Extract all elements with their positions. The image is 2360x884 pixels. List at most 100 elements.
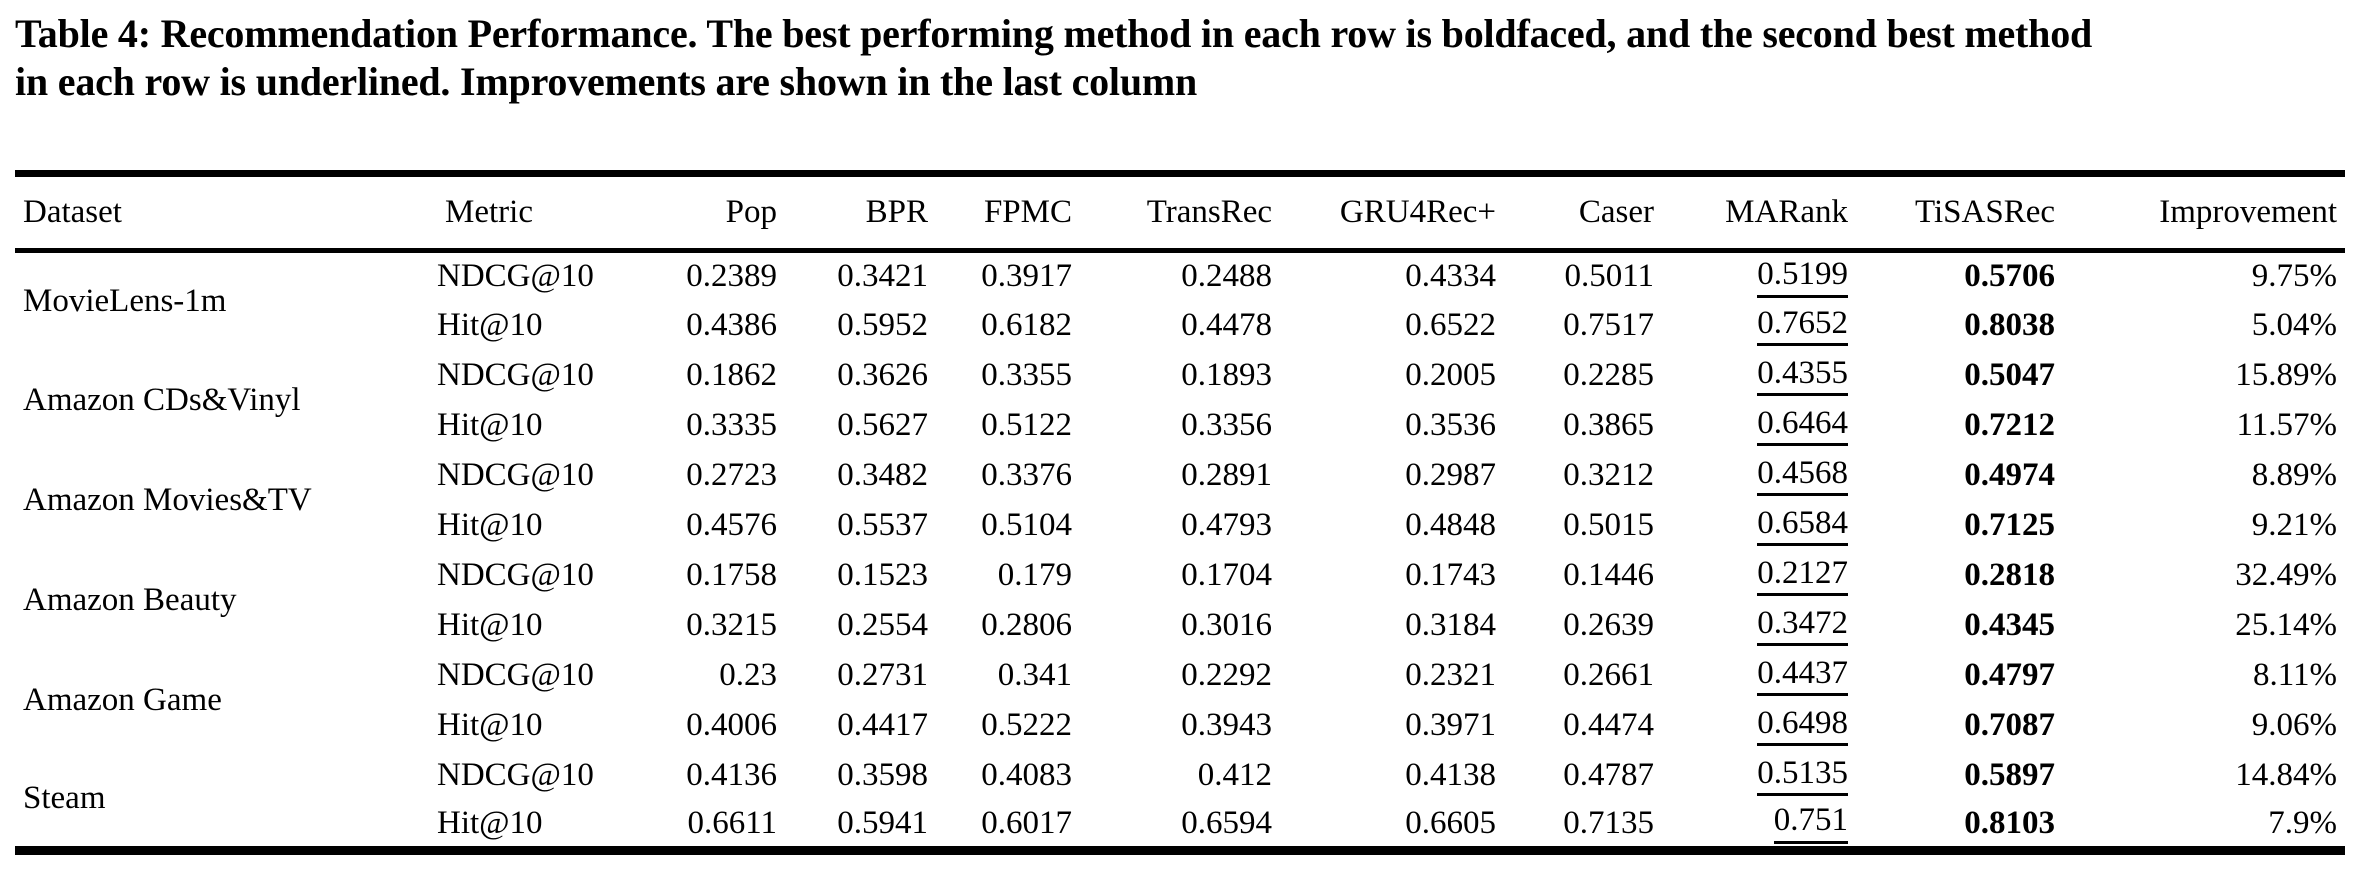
dataset-cell: Amazon Movies&TV (23, 482, 312, 518)
cell-marank-second-best: 0.4568 (1662, 451, 1856, 501)
cell-gru4rec-plus: 0.3184 (1405, 607, 1496, 643)
cell-pop: 0.1862 (686, 357, 777, 393)
cell-tisasrec-best: 0.5897 (1964, 757, 2055, 793)
dataset-cell: Amazon Game (23, 682, 222, 718)
table-row: Hit@10 0.3215 0.2554 0.2806 0.3016 0.318… (15, 601, 2345, 651)
cell-gru4rec-plus: 0.2987 (1405, 457, 1496, 493)
cell-gru4rec-plus: 0.3536 (1405, 407, 1496, 443)
cell-fpmc: 0.5122 (981, 407, 1072, 443)
cell-fpmc: 0.5104 (981, 507, 1072, 543)
underlined-value: 0.4437 (1757, 655, 1848, 697)
cell-improvement: 15.89% (2235, 357, 2337, 393)
table-row: Amazon Movies&TV NDCG@10 0.2723 0.3482 0… (15, 451, 2345, 518)
cell-fpmc: 0.3917 (981, 258, 1072, 295)
metric-cell: Hit@10 (437, 607, 543, 643)
table-caption: Table 4: Recommendation Performance. The… (15, 10, 2345, 106)
col-header-caser: Caser (1578, 194, 1654, 230)
cell-marank-second-best: 0.7652 (1662, 301, 1856, 351)
cell-gru4rec-plus: 0.3971 (1405, 707, 1496, 743)
col-header-metric: Metric (445, 194, 533, 230)
cell-tisasrec-best: 0.8103 (1964, 804, 2055, 841)
underlined-value: 0.4568 (1757, 455, 1848, 497)
metric-cell: NDCG@10 (437, 757, 594, 793)
cell-improvement: 9.06% (2251, 707, 2337, 743)
underlined-value: 0.3472 (1757, 605, 1848, 647)
cell-bpr: 0.3482 (837, 457, 928, 493)
underlined-value: 0.4355 (1757, 355, 1848, 397)
underlined-value: 0.6498 (1757, 705, 1848, 747)
cell-marank-second-best: 0.6464 (1662, 401, 1856, 451)
cell-pop: 0.23 (719, 657, 777, 693)
cell-caser: 0.3212 (1563, 457, 1654, 493)
cell-pop: 0.4006 (686, 707, 777, 743)
cell-transrec: 0.4793 (1181, 507, 1272, 543)
cell-pop: 0.3215 (686, 607, 777, 643)
cell-tisasrec-best: 0.4797 (1964, 657, 2055, 693)
cell-caser: 0.2661 (1563, 657, 1654, 693)
cell-transrec: 0.3943 (1181, 707, 1272, 743)
cell-improvement: 8.11% (2252, 657, 2337, 693)
metric-cell: NDCG@10 (437, 357, 594, 393)
table-caption-line-2: in each row is underlined. Improvements … (15, 59, 1198, 104)
cell-tisasrec-best: 0.4974 (1964, 457, 2055, 493)
col-header-marank: MARank (1725, 194, 1848, 230)
cell-pop: 0.1758 (686, 557, 777, 593)
col-header-bpr: BPR (865, 194, 928, 230)
cell-gru4rec-plus: 0.2321 (1405, 657, 1496, 693)
cell-caser: 0.2639 (1563, 607, 1654, 643)
cell-pop: 0.2723 (686, 457, 777, 493)
cell-gru4rec-plus: 0.6605 (1405, 804, 1496, 841)
underlined-value: 0.7652 (1757, 305, 1848, 347)
cell-transrec: 0.4478 (1181, 307, 1272, 343)
cell-gru4rec-plus: 0.1743 (1405, 557, 1496, 593)
cell-fpmc: 0.341 (997, 657, 1072, 693)
cell-fpmc: 0.179 (997, 557, 1072, 593)
dataset-cell: Amazon CDs&Vinyl (23, 382, 301, 418)
cell-pop: 0.4386 (686, 307, 777, 343)
underlined-value: 0.751 (1773, 803, 1848, 845)
cell-transrec: 0.6594 (1181, 804, 1272, 841)
cell-marank-second-best: 0.3472 (1662, 601, 1856, 651)
cell-tisasrec-best: 0.2818 (1964, 557, 2055, 593)
table-row: Amazon Beauty NDCG@10 0.1758 0.1523 0.17… (15, 551, 2345, 618)
col-header-improvement: Improvement (2159, 194, 2337, 230)
cell-transrec: 0.412 (1197, 757, 1272, 793)
underlined-value: 0.6584 (1757, 505, 1848, 547)
cell-improvement: 14.84% (2235, 757, 2337, 793)
cell-pop: 0.6611 (687, 804, 777, 841)
cell-marank-second-best: 0.4437 (1662, 651, 1856, 701)
cell-fpmc: 0.6017 (981, 804, 1072, 841)
cell-pop: 0.4576 (686, 507, 777, 543)
cell-marank-second-best: 0.751 (1662, 801, 1856, 851)
cell-improvement: 8.89% (2251, 457, 2337, 493)
cell-bpr: 0.1523 (837, 557, 928, 593)
table-row: Steam NDCG@10 0.4136 0.3598 0.4083 0.412… (15, 751, 2345, 815)
cell-caser: 0.2285 (1563, 357, 1654, 393)
cell-bpr: 0.3598 (837, 757, 928, 793)
cell-marank-second-best: 0.5135 (1662, 751, 1856, 801)
cell-tisasrec-best: 0.7087 (1964, 707, 2055, 743)
cell-transrec: 0.1704 (1181, 557, 1272, 593)
col-header-tisasrec: TiSASRec (1914, 194, 2055, 230)
cell-fpmc: 0.4083 (981, 757, 1072, 793)
cell-marank-second-best: 0.6584 (1662, 501, 1856, 551)
underlined-value: 0.6464 (1757, 405, 1848, 447)
cell-transrec: 0.2488 (1181, 258, 1272, 295)
cell-tisasrec-best: 0.4345 (1964, 607, 2055, 643)
cell-tisasrec-best: 0.5706 (1964, 258, 2055, 295)
cell-bpr: 0.4417 (837, 707, 928, 743)
cell-gru4rec-plus: 0.2005 (1405, 357, 1496, 393)
cell-marank-second-best: 0.4355 (1662, 351, 1856, 401)
cell-caser: 0.5011 (1564, 258, 1654, 295)
col-header-dataset: Dataset (23, 194, 122, 230)
cell-improvement: 9.21% (2251, 507, 2337, 543)
table-row: Hit@10 0.3335 0.5627 0.5122 0.3356 0.353… (15, 401, 2345, 451)
recommendation-performance-table: Dataset Metric Pop BPR FPMC TransRec GRU… (15, 170, 2345, 855)
cell-caser: 0.1446 (1563, 557, 1654, 593)
cell-caser: 0.7517 (1563, 307, 1654, 343)
cell-pop: 0.4136 (686, 757, 777, 793)
cell-improvement: 9.75% (2251, 258, 2337, 295)
col-header-transrec: TransRec (1146, 194, 1272, 230)
cell-bpr: 0.2731 (837, 657, 928, 693)
cell-gru4rec-plus: 0.4334 (1405, 258, 1496, 295)
